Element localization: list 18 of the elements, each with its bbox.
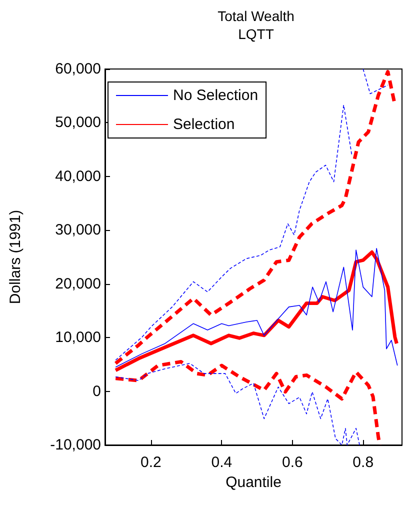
y-tick-label: 30,000 — [55, 222, 101, 239]
y-tick-label: 10,000 — [55, 329, 101, 346]
chart-title: Total Wealth — [218, 8, 294, 24]
y-tick-label: 0 — [92, 382, 101, 400]
y-axis-title: Dollars (1991) — [7, 210, 24, 304]
x-axis-title: Quantile — [226, 474, 282, 491]
y-tick-label: -10,000 — [50, 436, 101, 454]
chart-subtitle: LQTT — [238, 26, 274, 42]
x-tick-label: 0.8 — [352, 454, 374, 471]
legend-label: No Selection — [173, 87, 258, 104]
y-tick-label: 20,000 — [55, 275, 101, 292]
y-tick-label: 50,000 — [55, 114, 101, 132]
x-tick-label: 0.6 — [282, 454, 303, 471]
y-tick-label: 60,000 — [55, 60, 101, 78]
y-tick-label: 40,000 — [55, 168, 101, 185]
x-tick-label: 0.4 — [211, 454, 232, 471]
x-tick-label: 0.2 — [140, 454, 162, 471]
legend-label: Selection — [173, 116, 235, 133]
